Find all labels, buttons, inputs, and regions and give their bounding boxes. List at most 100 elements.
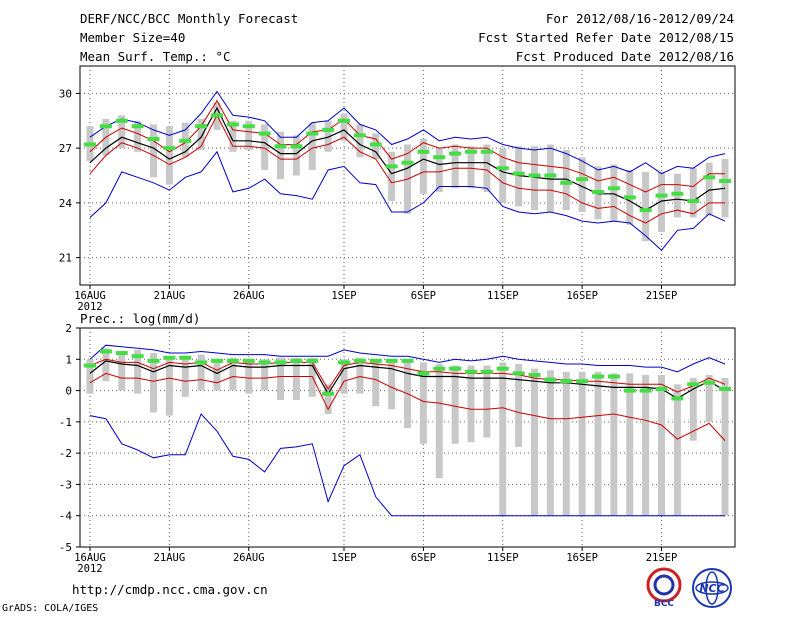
x-tick-sublabel: 2012 bbox=[77, 563, 102, 575]
spread-box bbox=[118, 115, 126, 149]
spread-box bbox=[515, 363, 523, 447]
mean-marker bbox=[163, 146, 176, 151]
spread-box bbox=[531, 368, 538, 516]
y-tick-label: -2 bbox=[59, 447, 72, 460]
precipitation-frame bbox=[79, 327, 736, 548]
spread-box bbox=[356, 357, 364, 394]
spread-box bbox=[340, 113, 348, 141]
spread-box bbox=[419, 139, 427, 194]
y-tick-label: -3 bbox=[59, 478, 72, 491]
y-tick-label: 2 bbox=[65, 322, 72, 335]
source-url[interactable]: http://cmdp.ncc.cma.gov.cn bbox=[72, 582, 268, 597]
mean-marker bbox=[480, 369, 493, 374]
spread-box bbox=[515, 146, 523, 207]
mean-marker bbox=[449, 151, 462, 156]
x-tick-sublabel: 2012 bbox=[77, 301, 102, 313]
spread-box bbox=[181, 356, 189, 397]
mean-marker bbox=[496, 366, 509, 371]
mean-marker bbox=[401, 160, 414, 165]
mean-marker bbox=[512, 371, 525, 376]
spread-box bbox=[546, 144, 554, 212]
mean-marker bbox=[623, 388, 636, 393]
mean-marker bbox=[417, 371, 430, 376]
spread-box bbox=[578, 157, 586, 212]
mean-marker bbox=[306, 131, 319, 136]
max-line bbox=[89, 344, 726, 373]
mean-marker bbox=[719, 387, 731, 392]
spread-box bbox=[689, 168, 697, 218]
mean-marker bbox=[639, 388, 652, 393]
x-tick-label: 16AUG bbox=[74, 552, 106, 564]
spread-box bbox=[626, 373, 634, 516]
median-line bbox=[89, 106, 726, 211]
spread-box bbox=[467, 365, 475, 443]
mean-marker bbox=[671, 396, 684, 401]
spread-box bbox=[467, 146, 475, 189]
mean-marker bbox=[195, 124, 208, 129]
mean-marker bbox=[607, 186, 620, 191]
spread-box bbox=[324, 384, 332, 415]
p25-line bbox=[89, 114, 725, 224]
mean-marker bbox=[655, 387, 668, 392]
x-tick-label: 16SEP bbox=[566, 290, 598, 302]
spread-box bbox=[134, 349, 142, 394]
mean-marker bbox=[592, 189, 604, 194]
spread-box bbox=[388, 151, 396, 202]
spread-box bbox=[610, 373, 618, 516]
variable-label: Mean Surf. Temp.: °C bbox=[80, 49, 231, 64]
spread-box bbox=[705, 374, 713, 422]
mean-marker bbox=[576, 379, 589, 384]
member-size: Member Size=40 bbox=[80, 30, 186, 45]
spread-box bbox=[419, 362, 427, 444]
mean-marker bbox=[576, 177, 589, 182]
mean-marker bbox=[290, 144, 303, 149]
y-tick-label: 24 bbox=[59, 197, 73, 210]
forecast-period: For 2012/08/16-2012/09/24 bbox=[545, 11, 734, 26]
mean-marker bbox=[528, 372, 541, 377]
chart-title: DERF/NCC/BCC Monthly Forecast bbox=[80, 11, 299, 26]
x-tick-label: 26AUG bbox=[233, 552, 265, 564]
spread-box bbox=[562, 371, 570, 516]
spread-box bbox=[165, 126, 173, 185]
mean-marker bbox=[338, 360, 350, 365]
spread-box bbox=[673, 384, 681, 516]
spread-box bbox=[642, 171, 650, 242]
p25-line bbox=[89, 372, 726, 441]
x-tick-label: 21SEP bbox=[646, 290, 678, 302]
mean-marker bbox=[401, 358, 414, 363]
mean-marker bbox=[560, 379, 573, 384]
spread-box bbox=[261, 359, 269, 391]
mean-marker bbox=[163, 355, 176, 360]
mean-marker bbox=[322, 391, 335, 396]
mean-marker bbox=[449, 366, 462, 371]
spread-box bbox=[165, 359, 173, 416]
spread-box bbox=[578, 371, 586, 516]
mean-marker bbox=[655, 193, 668, 198]
spread-box bbox=[721, 159, 729, 218]
spread-box bbox=[610, 164, 618, 222]
spread-box bbox=[261, 124, 269, 171]
spread-box bbox=[451, 365, 459, 444]
mean-marker bbox=[353, 358, 366, 363]
mean-marker bbox=[99, 124, 112, 129]
mean-marker bbox=[258, 131, 271, 136]
y-tick-label: 27 bbox=[59, 142, 72, 155]
mean-marker bbox=[242, 358, 255, 363]
spread-box bbox=[134, 120, 142, 152]
mean-marker bbox=[179, 138, 192, 143]
spread-box bbox=[705, 162, 713, 216]
mean-marker bbox=[465, 149, 477, 154]
spread-box bbox=[721, 378, 729, 516]
mean-marker bbox=[84, 363, 96, 368]
min-line bbox=[89, 150, 726, 252]
mean-marker bbox=[480, 149, 493, 154]
mean-marker bbox=[433, 366, 446, 371]
mean-marker bbox=[274, 360, 287, 365]
spread-box bbox=[229, 120, 237, 152]
spread-box bbox=[102, 348, 110, 382]
y-tick-label: -1 bbox=[59, 416, 72, 429]
y-tick-label: 1 bbox=[65, 353, 72, 366]
spread-box bbox=[308, 122, 316, 171]
